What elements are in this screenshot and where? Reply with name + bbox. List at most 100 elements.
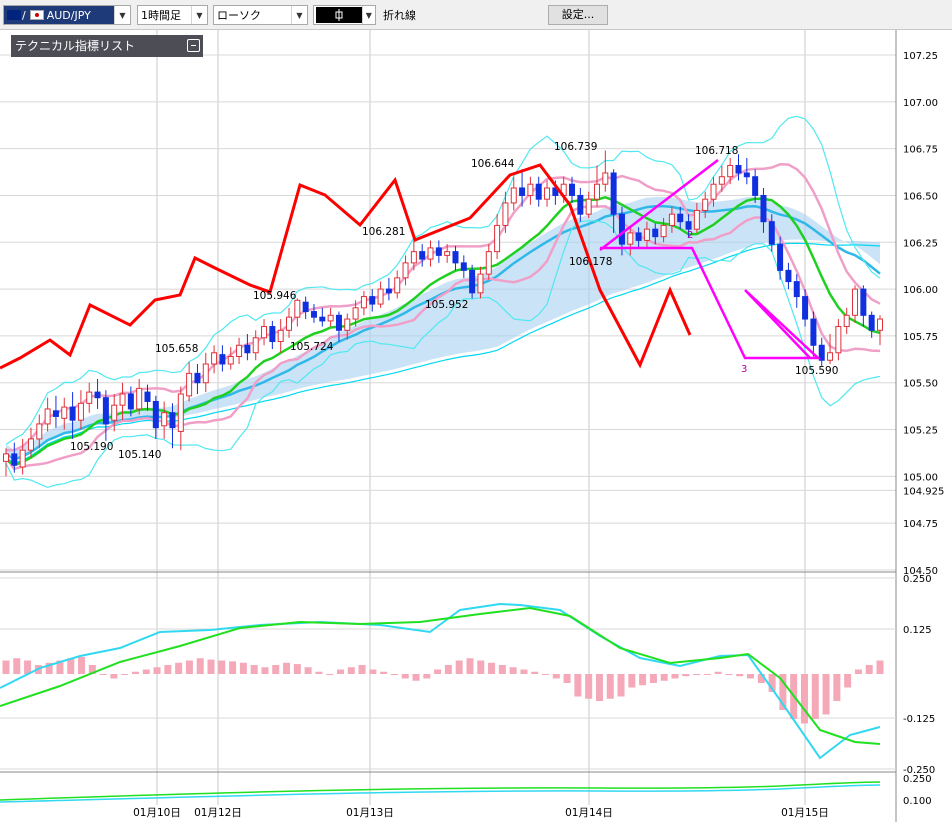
candle-body: [111, 404, 118, 421]
toolbar: / AUD/JPY ▼ 1時間足 ▼ ローソク ▼ ▼ 折れ線 設定...: [0, 0, 952, 30]
macd-histogram-bar: [347, 667, 355, 674]
candle-body: [44, 408, 51, 425]
x-tick-label: 01月15日: [781, 807, 829, 819]
macd-histogram-bar: [142, 669, 150, 674]
macd-histogram-bar: [434, 669, 442, 674]
candle-body: [269, 326, 276, 343]
candle-body: [760, 194, 767, 223]
candle-body: [593, 183, 600, 200]
candle-body: [860, 288, 867, 316]
price-chart: 23 105.190105.140105.658105.946105.72410…: [0, 30, 944, 822]
candle-body: [69, 406, 76, 421]
candle-body: [94, 391, 101, 399]
settings-button[interactable]: 設定...: [548, 5, 608, 25]
candle-body: [852, 288, 859, 316]
candle-body: [460, 262, 467, 271]
macd-histogram-bar: [639, 674, 647, 686]
macd-histogram-bar: [509, 667, 517, 674]
candle-body: [202, 363, 209, 384]
bollinger-inner-lower: [4, 205, 881, 471]
macd-tick-label: 0.125: [903, 625, 932, 636]
candle-body: [310, 311, 317, 318]
candle-body: [810, 318, 817, 346]
macd-histogram-bar: [175, 662, 183, 674]
macd-histogram-bar: [13, 658, 21, 674]
line-style-label: 折れ線: [383, 9, 416, 22]
candle-body: [660, 224, 667, 238]
price-annotation: 106.178: [569, 256, 612, 268]
candle-body: [843, 314, 850, 328]
bottom-panel: 0.250 0.100: [0, 771, 932, 807]
candle-body: [385, 288, 392, 294]
macd-line: [0, 602, 881, 760]
macd-histogram-bar: [455, 660, 463, 674]
macd-histogram-bar: [865, 665, 873, 674]
price-annotations: 105.190 105.140 105.658 105.946 105.724 106.2…: [70, 141, 838, 461]
candle-body: [818, 344, 825, 361]
candle-body: [319, 316, 326, 322]
bottom-tick-label: 0.250: [903, 774, 932, 785]
chart-style-select[interactable]: ローソク ▼: [213, 5, 308, 25]
candle-body: [677, 213, 684, 223]
candle-body: [710, 183, 717, 200]
symbol-select[interactable]: / AUD/JPY ▼: [3, 5, 131, 25]
macd-tick-label: 0.250: [903, 574, 932, 585]
candle-body: [585, 198, 592, 215]
macd-histogram-bar: [693, 674, 701, 675]
candle-body: [194, 372, 201, 384]
technical-indicator-list[interactable]: テクニカル指標リスト: [11, 35, 203, 57]
macd-histogram-bar: [606, 674, 614, 699]
candle-body: [152, 400, 159, 429]
minimize-icon[interactable]: [187, 39, 200, 52]
chart-grid: [0, 30, 897, 822]
line-style-select[interactable]: 折れ線: [380, 5, 538, 25]
macd-tick-label: -0.125: [903, 714, 935, 725]
y-tick-label: 107.00: [903, 98, 938, 109]
candle-color-select[interactable]: ▼: [313, 5, 376, 25]
candle-body: [77, 402, 84, 421]
wave-line-1: [599, 159, 719, 251]
macd-histogram-bar: [229, 661, 237, 674]
candle-body: [27, 438, 34, 451]
macd-histogram-bar: [283, 662, 291, 674]
candle-body: [743, 172, 750, 178]
timeframe-select[interactable]: 1時間足 ▼: [137, 5, 208, 25]
y-tick-label: 107.25: [903, 51, 938, 62]
macd-histogram-bar: [153, 667, 161, 674]
wave-lines: 23: [599, 159, 822, 375]
signal-line: [0, 606, 881, 745]
candle-body: [186, 372, 193, 397]
candle-body: [527, 183, 534, 196]
macd-histogram-bar: [703, 674, 711, 675]
macd-histogram-bar: [800, 674, 808, 724]
wave-line-2: [600, 246, 822, 360]
candle-body: [177, 393, 184, 432]
technical-list-title: テクニカル指標リスト: [15, 39, 136, 53]
candle-body: [627, 232, 634, 245]
candle-body: [835, 326, 842, 354]
candle-body: [777, 243, 784, 271]
macd-histogram-bar: [336, 669, 344, 674]
candle-body: [727, 164, 734, 178]
candle-body: [785, 269, 792, 283]
candle-body: [402, 262, 409, 279]
candle-body: [11, 453, 18, 466]
candle-body: [127, 393, 134, 410]
x-tick-label: 01月10日: [133, 807, 181, 819]
macd-histogram-bar: [380, 671, 388, 674]
macd-histogram-bar: [844, 674, 852, 688]
candle-body: [410, 251, 417, 264]
price-annotation: 105.952: [425, 299, 468, 311]
macd-histogram-bar: [649, 674, 657, 683]
macd-histogram-bar: [747, 674, 755, 679]
candle-body: [136, 387, 143, 410]
macd-histogram-bar: [358, 665, 366, 674]
price-annotation: 105.140: [118, 449, 161, 461]
macd-histogram-bar: [660, 674, 668, 681]
macd-histogram-bar: [56, 660, 64, 674]
candle-body: [502, 202, 509, 226]
macd-histogram-bar: [671, 674, 679, 679]
y-tick-label: 104.75: [903, 519, 938, 530]
candle-body: [802, 296, 809, 320]
wave-label-2: 2: [687, 230, 693, 241]
